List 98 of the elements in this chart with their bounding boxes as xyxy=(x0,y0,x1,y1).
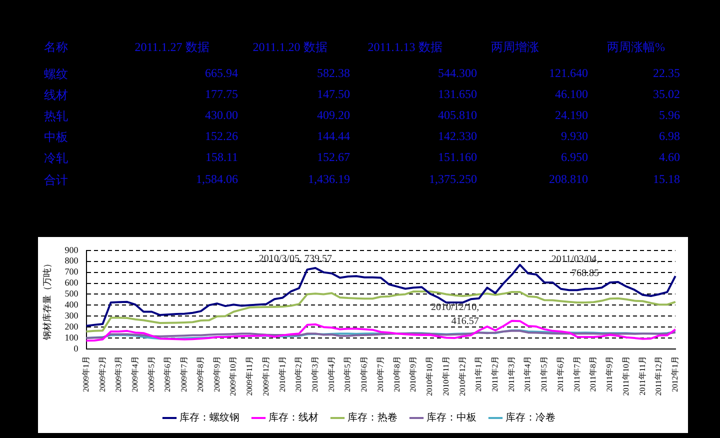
text: 177.75 xyxy=(205,87,238,101)
legend-label: 库存：冷卷 xyxy=(506,412,556,424)
x-tick-label: 2011年10月 xyxy=(621,356,630,396)
text: 9.930 xyxy=(561,129,588,143)
y-tick-label: 800 xyxy=(64,256,79,266)
y-tick-label: 900 xyxy=(64,244,79,255)
text: 22.35 xyxy=(653,66,680,80)
text: 5.96 xyxy=(659,108,680,122)
text: 35.02 xyxy=(653,87,680,101)
x-tick-label: 2010年6月 xyxy=(360,356,369,392)
x-tick-label: 2011年12月 xyxy=(654,356,664,396)
text: 46.100 xyxy=(555,87,588,101)
x-tick-label: 2011年6月 xyxy=(556,356,565,392)
y-tick-label: 600 xyxy=(64,278,79,288)
legend-label: 库存：热卷 xyxy=(348,412,398,424)
text: 144.44 xyxy=(317,129,350,143)
text: 1,584.06 xyxy=(196,172,238,186)
x-tick-label: 2009年9月 xyxy=(212,356,222,392)
category-label: 合计 xyxy=(44,173,68,187)
x-tick-label: 2010年1月 xyxy=(278,356,287,392)
y-axis-title: 钢材库存量（万吨） xyxy=(42,259,52,342)
x-tick-label: 2009年4月 xyxy=(130,356,140,392)
text: 4.60 xyxy=(659,150,680,164)
y-tick-label: 100 xyxy=(64,332,79,342)
x-tick-label: 2010年8月 xyxy=(392,356,402,392)
text: 405.810 xyxy=(438,108,477,122)
x-tick-label: 2010年7月 xyxy=(376,356,385,392)
legend-label: 库存：中板 xyxy=(426,412,476,424)
x-tick-label: 2011年4月 xyxy=(523,356,532,392)
x-tick-label: 2012年1月 xyxy=(670,356,680,392)
text: 582.38 xyxy=(317,66,350,80)
x-tick-label: 2010年9月 xyxy=(408,356,418,392)
y-tick-label: 200 xyxy=(64,321,79,332)
text: 15.18 xyxy=(653,172,680,186)
text: 1,436.19 xyxy=(308,172,350,186)
category-label: 线材 xyxy=(44,88,68,102)
category-label: 2011.1.27 数据 xyxy=(134,39,210,56)
text: 151.160 xyxy=(438,150,477,164)
x-tick-label: 2011年9月 xyxy=(605,356,614,392)
category-label: 两周涨幅% xyxy=(606,39,666,56)
x-tick-label: 2009年6月 xyxy=(163,356,172,392)
annotation: 2010/12/10, 416.57 xyxy=(431,302,480,328)
text: 147.50 xyxy=(317,87,350,101)
x-tick-label: 2009年11月 xyxy=(245,356,254,396)
x-tick-label: 2010年11月 xyxy=(441,356,450,396)
text: 208.810 xyxy=(549,172,588,186)
x-tick-label: 2009年1月 xyxy=(81,356,90,392)
category-label: 冷轧 xyxy=(44,151,68,165)
category-label: 热轧 xyxy=(44,109,68,123)
x-tick-label: 2010年10月 xyxy=(425,356,434,396)
x-tick-label: 2009年3月 xyxy=(114,356,124,392)
text: 152.26 xyxy=(205,129,238,143)
y-tick-label: 300 xyxy=(64,310,79,320)
text: 152.67 xyxy=(317,150,350,164)
text: 665.94 xyxy=(205,66,238,80)
text: 6.98 xyxy=(659,129,680,143)
category-label: 2011.1.13 数据 xyxy=(366,39,444,56)
x-tick-label: 2010年5月 xyxy=(343,356,352,392)
category-label: 2011.1.20 数据 xyxy=(252,39,328,56)
category-label: 螺纹 xyxy=(44,67,68,81)
y-tick-label: 0 xyxy=(74,343,79,354)
y-tick-label: 400 xyxy=(64,300,79,310)
text: 142.330 xyxy=(438,129,477,143)
annotation: 2011/03/04, 768.85 xyxy=(551,254,600,279)
text: 409.20 xyxy=(317,108,350,122)
x-tick-label: 2011年8月 xyxy=(588,356,598,392)
x-tick-label: 2011年1月 xyxy=(474,356,484,392)
x-tick-label: 2009年8月 xyxy=(196,356,205,392)
x-tick-label: 2010年4月 xyxy=(326,356,336,392)
y-tick-label: 500 xyxy=(64,288,79,299)
x-tick-label: 2009年12月 xyxy=(261,356,270,396)
text: 544.300 xyxy=(438,66,477,80)
x-tick-label: 2010年12月 xyxy=(458,356,467,396)
x-tick-label: 2011年3月 xyxy=(506,356,516,392)
x-tick-label: 2010年2月 xyxy=(294,356,304,392)
x-tick-label: 2011年11月 xyxy=(638,356,647,396)
annotation: 2010/3/05, 739.57 xyxy=(258,253,332,264)
x-tick-label: 2009年7月 xyxy=(180,356,189,392)
text: 6.950 xyxy=(561,150,588,164)
category-label: 中板 xyxy=(44,130,68,144)
x-tick-label: 2011年2月 xyxy=(490,356,500,392)
text: 121.640 xyxy=(549,66,588,80)
legend-label: 库存：线材 xyxy=(268,412,318,424)
text: 430.00 xyxy=(205,108,238,122)
x-tick-label: 2009年5月 xyxy=(146,356,156,392)
x-tick-label: 2010年3月 xyxy=(310,356,320,392)
text: 名称 xyxy=(44,39,68,56)
y-tick-label: 700 xyxy=(64,266,79,277)
text: 24.190 xyxy=(555,108,588,122)
x-tick-label: 2011年5月 xyxy=(540,356,549,392)
text: 1,375.250 xyxy=(429,172,477,186)
category-label: 两周增涨 xyxy=(490,39,540,56)
text: 158.11 xyxy=(205,150,238,164)
text: 131.650 xyxy=(438,87,477,101)
x-tick-label: 2009年10月 xyxy=(228,356,238,396)
legend-label: 库存：螺纹钢 xyxy=(180,412,240,424)
x-tick-label: 2011年7月 xyxy=(572,356,582,392)
x-tick-label: 2009年2月 xyxy=(98,356,107,392)
